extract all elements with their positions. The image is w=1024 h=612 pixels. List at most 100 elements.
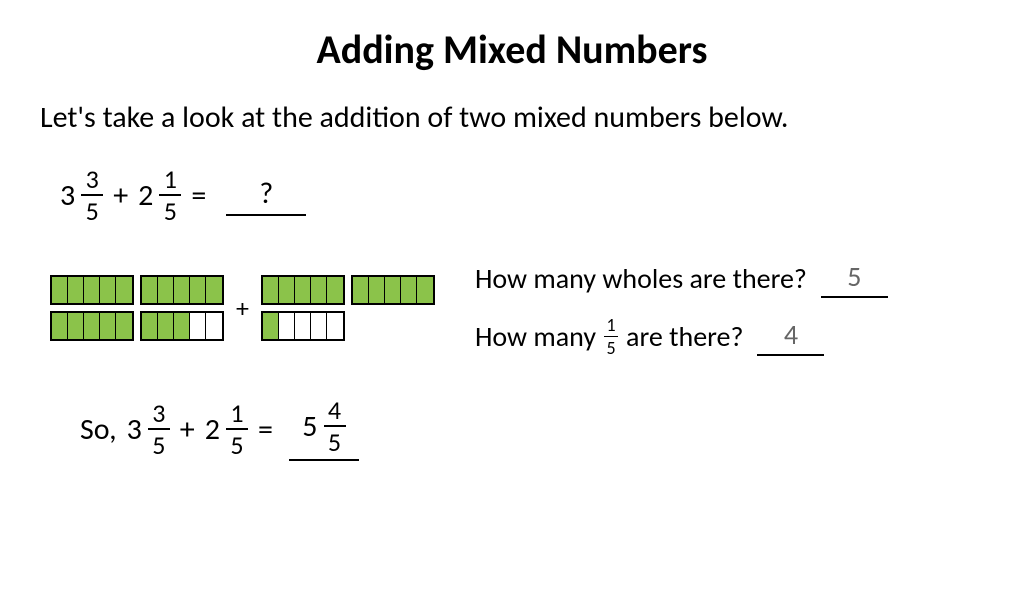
q1-text: How many wholes are there? (475, 261, 807, 296)
partial-box (261, 311, 345, 341)
r-whole: 5 (302, 408, 317, 445)
q2-answer: 4 (757, 317, 824, 356)
fraction-cell (100, 277, 116, 303)
plus-sign: + (113, 177, 128, 214)
equals-sign: = (258, 411, 273, 448)
a-fraction: 3 5 (81, 166, 103, 224)
equals-sign: = (191, 177, 206, 214)
r-numerator: 4 (328, 397, 341, 425)
questions: How many wholes are there? 5 How many 1 … (475, 259, 888, 357)
fraction-cell (174, 277, 190, 303)
fraction-cell (68, 313, 84, 339)
visual-row: + How many wholes are there? 5 How many (50, 259, 984, 357)
so-prefix: So, (80, 411, 117, 448)
fraction-cell (142, 313, 158, 339)
fraction-cell (190, 313, 206, 339)
fraction-cell (279, 313, 295, 339)
whole-box (351, 275, 435, 305)
whole-box (50, 275, 134, 305)
q2-den: 5 (606, 337, 615, 357)
mixed-number-a: 3 3 5 (127, 400, 170, 458)
fraction-cell (263, 277, 279, 303)
fraction-cell (385, 277, 401, 303)
fraction-cell (206, 313, 222, 339)
fraction-cell (52, 313, 68, 339)
fraction-cell (116, 277, 132, 303)
left-top-row (50, 275, 224, 305)
whole-box (50, 311, 134, 341)
question-wholes: How many wholes are there? 5 (475, 259, 888, 298)
fraction-cell (68, 277, 84, 303)
q1-answer: 5 (821, 259, 888, 298)
b-denominator: 5 (230, 430, 243, 458)
fraction-cell (327, 313, 343, 339)
a-denominator: 5 (152, 430, 165, 458)
a-denominator: 5 (86, 196, 99, 224)
mixed-number-a: 3 3 5 (60, 166, 103, 224)
plus-sign: + (232, 292, 253, 324)
intro-text: Let's take a look at the addition of two… (40, 99, 984, 136)
result-underline (289, 459, 359, 461)
right-group (261, 275, 435, 341)
a-numerator: 3 (86, 166, 99, 194)
fraction-cell (353, 277, 369, 303)
fraction-cell (263, 313, 279, 339)
left-bottom-row (50, 311, 224, 341)
fraction-cell (116, 313, 132, 339)
page-title: Adding Mixed Numbers (40, 25, 984, 74)
fraction-cell (158, 277, 174, 303)
fraction-cell (295, 277, 311, 303)
b-denominator: 5 (164, 196, 177, 224)
q2-prefix: How many (475, 319, 596, 354)
fraction-cell (190, 277, 206, 303)
unknown-slot: ? (226, 175, 306, 216)
fraction-cell (100, 313, 116, 339)
fraction-cell (158, 313, 174, 339)
b-whole: 2 (205, 411, 220, 448)
question-fifths: How many 1 5 are there? 4 (475, 316, 888, 357)
fraction-cell (417, 277, 433, 303)
whole-box (140, 275, 224, 305)
fraction-cell (295, 313, 311, 339)
fraction-cell (401, 277, 417, 303)
b-numerator: 1 (164, 166, 177, 194)
result-slot: 5 4 5 (289, 397, 359, 461)
fraction-cell (84, 313, 100, 339)
mixed-number-b: 2 1 5 (205, 400, 248, 458)
right-top-row (261, 275, 435, 305)
fraction-cell (311, 313, 327, 339)
fraction-cell (327, 277, 343, 303)
equation-solution: So, 3 3 5 + 2 1 5 = 5 4 (80, 397, 984, 461)
a-fraction: 3 5 (148, 400, 170, 458)
fraction-cell (311, 277, 327, 303)
mixed-number-b: 2 1 5 (138, 166, 181, 224)
fraction-cell (279, 277, 295, 303)
mixed-number-result: 5 4 5 (302, 397, 345, 455)
fraction-cell (142, 277, 158, 303)
partial-box (140, 311, 224, 341)
a-whole: 3 (60, 177, 75, 214)
r-fraction: 4 5 (324, 397, 346, 455)
b-fraction: 1 5 (159, 166, 181, 224)
left-group (50, 275, 224, 341)
b-fraction: 1 5 (226, 400, 248, 458)
fraction-cell (52, 277, 68, 303)
a-numerator: 3 (152, 400, 165, 428)
r-denominator: 5 (328, 427, 341, 455)
plus-sign: + (180, 411, 195, 448)
fraction-cell (369, 277, 385, 303)
q2-fraction: 1 5 (604, 316, 618, 357)
b-whole: 2 (138, 177, 153, 214)
fraction-cell (206, 277, 222, 303)
fraction-cell (84, 277, 100, 303)
q2-num: 1 (606, 316, 615, 336)
answer-underline (226, 214, 306, 216)
fraction-bar-diagram: + (50, 275, 435, 341)
q2-suffix: are there? (626, 319, 743, 354)
right-bottom-row (261, 311, 435, 341)
equation-problem: 3 3 5 + 2 1 5 = ? (60, 166, 984, 224)
worksheet-page: Adding Mixed Numbers Let's take a look a… (0, 0, 1024, 481)
b-numerator: 1 (230, 400, 243, 428)
whole-box (261, 275, 345, 305)
fraction-cell (174, 313, 190, 339)
